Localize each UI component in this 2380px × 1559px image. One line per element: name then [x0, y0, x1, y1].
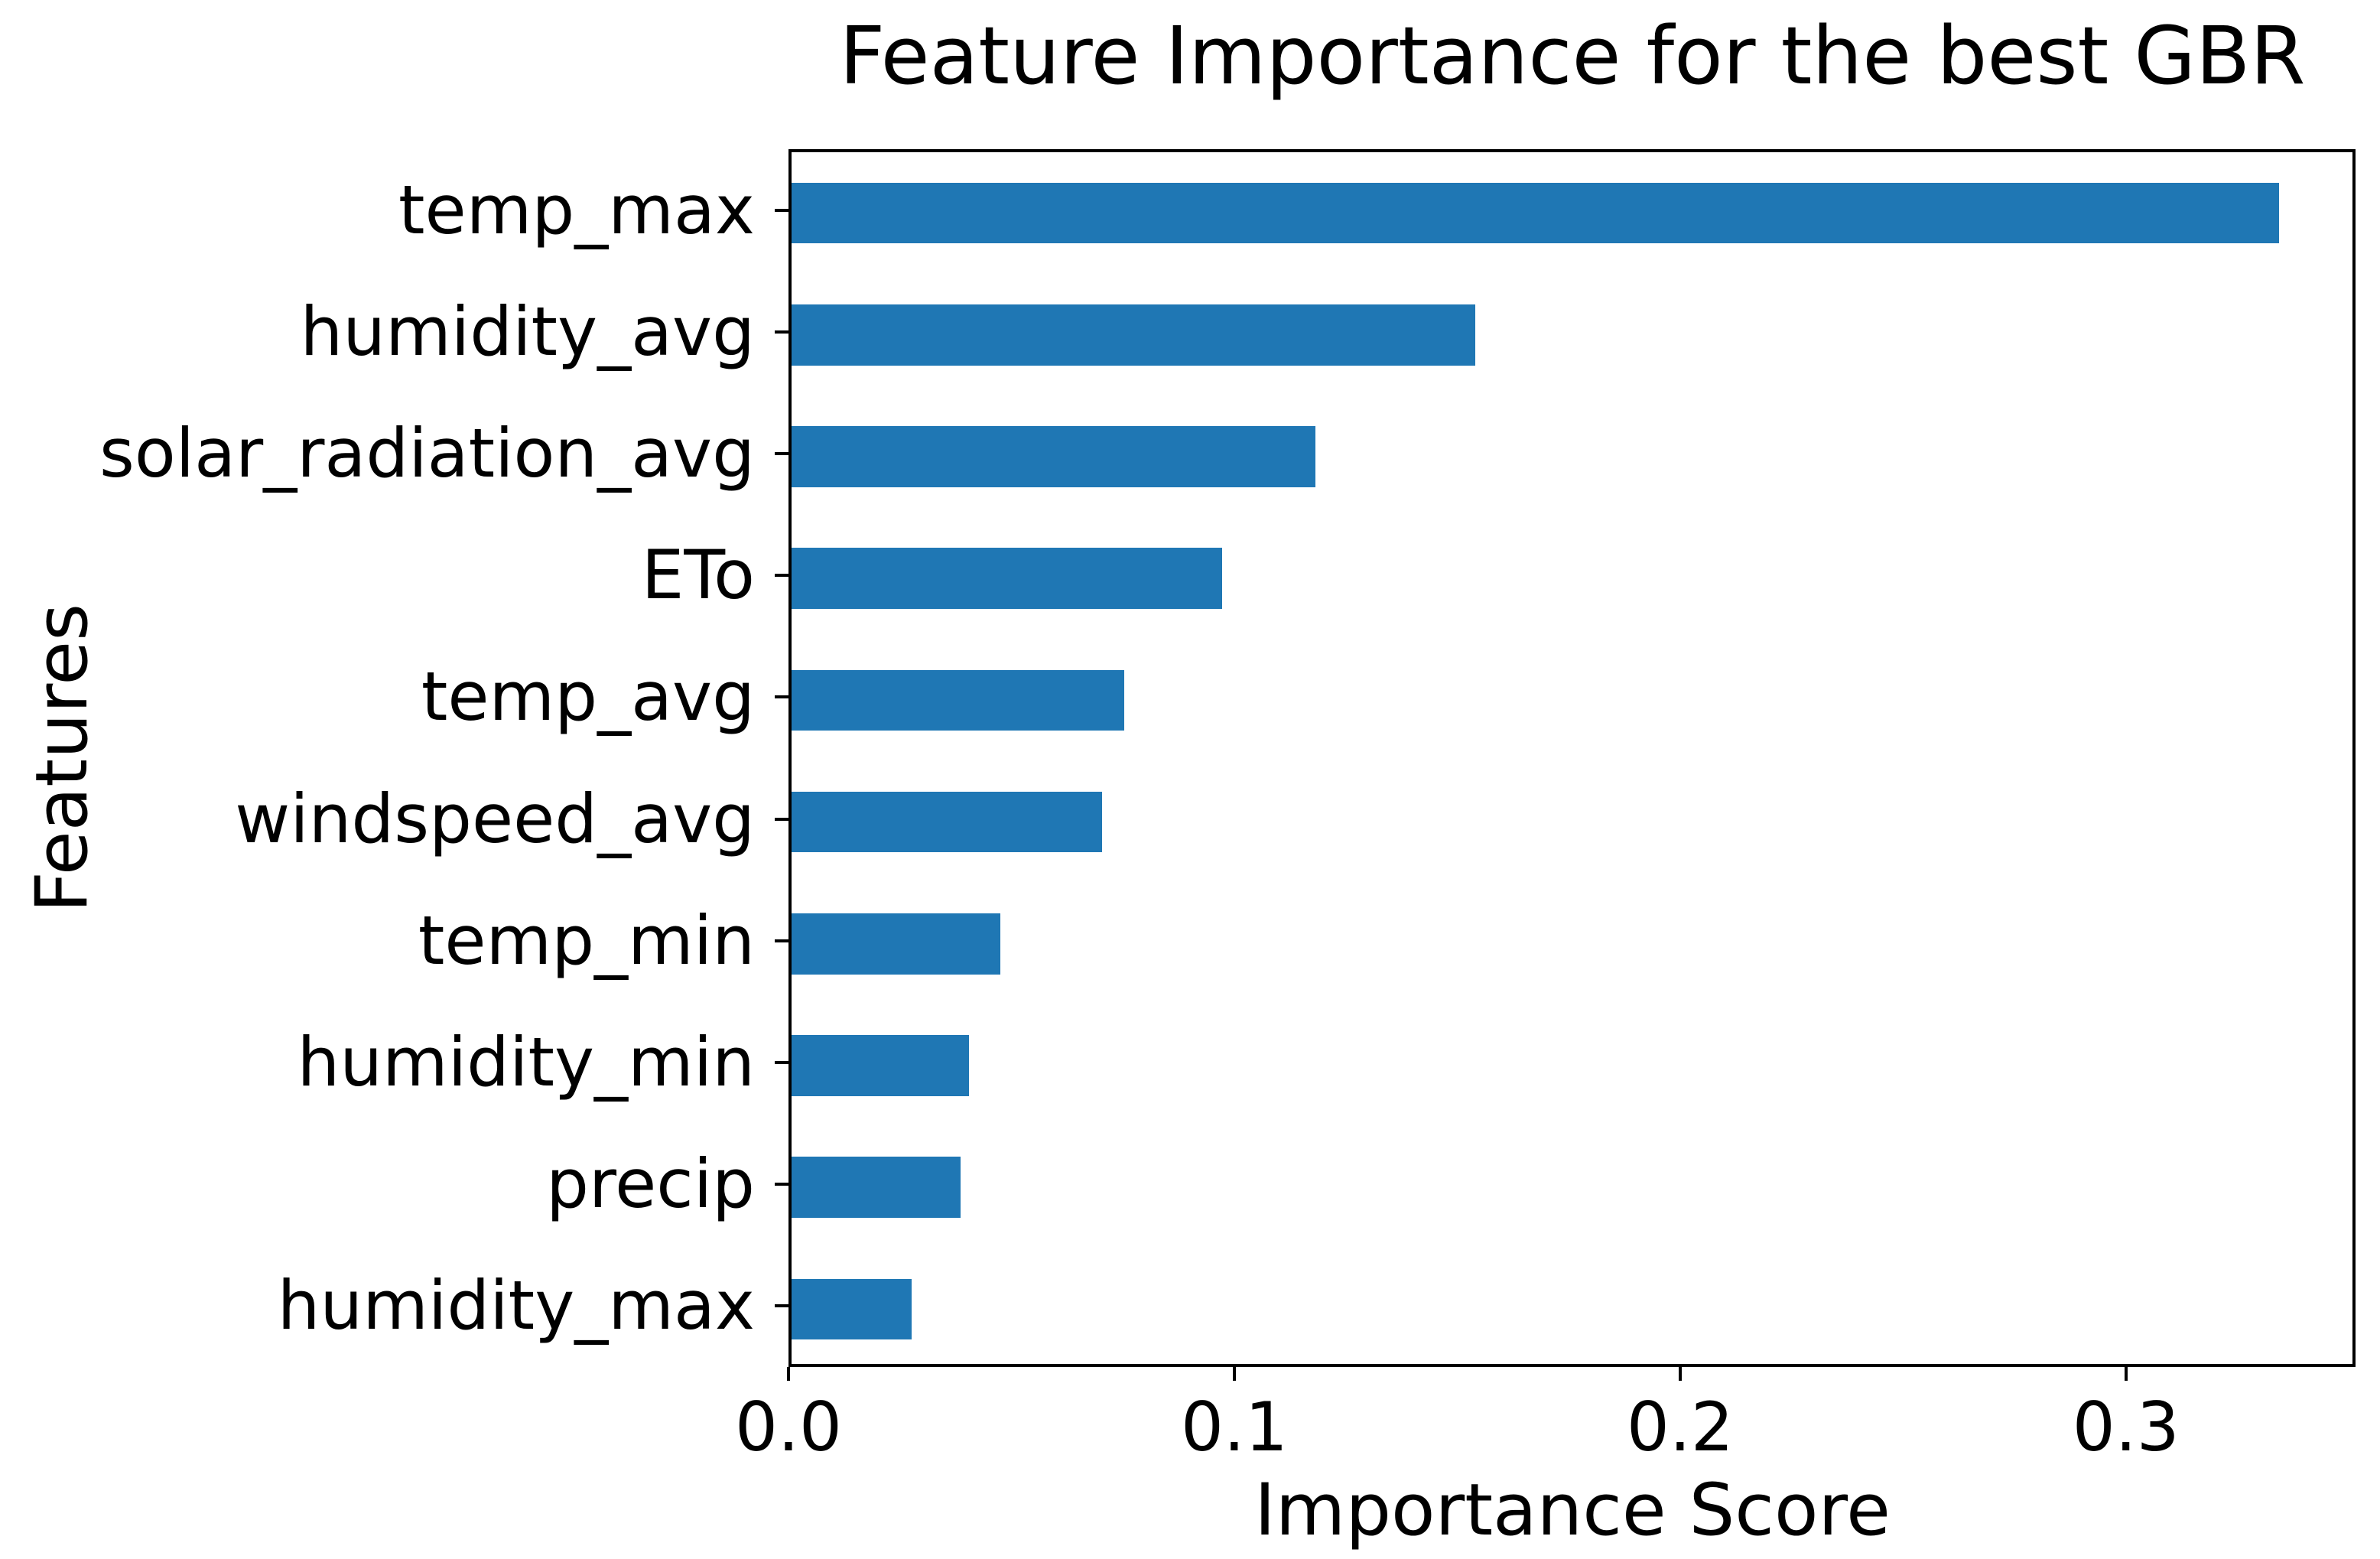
x-tick-mark	[2124, 1367, 2128, 1381]
bar-temp_avg	[792, 669, 1125, 731]
bar-humidity_avg	[792, 304, 1476, 366]
y-tick-mark	[775, 939, 788, 942]
y-tick-label-humidity_max: humidity_max	[277, 1266, 755, 1346]
chart-title: Feature Importance for the best GBR	[839, 9, 2306, 103]
bar-humidity_min	[792, 1035, 970, 1096]
x-tick-mark	[787, 1367, 790, 1381]
y-tick-label-temp_avg: temp_avg	[421, 657, 755, 737]
bar-temp_max	[792, 182, 2280, 244]
x-tick-mark	[1678, 1367, 1682, 1381]
plot-area	[788, 149, 2356, 1367]
y-tick-mark	[775, 1183, 788, 1186]
y-tick-mark	[775, 208, 788, 212]
y-tick-mark	[775, 695, 788, 699]
bar-humidity_max	[792, 1278, 912, 1340]
bar-solar_radiation_avg	[792, 426, 1316, 487]
y-tick-mark	[775, 1061, 788, 1064]
y-tick-label-humidity_min: humidity_min	[297, 1023, 755, 1102]
x-tick-label-0.3: 0.3	[2072, 1388, 2180, 1466]
y-tick-label-humidity_avg: humidity_avg	[300, 291, 755, 371]
x-tick-label-0.1: 0.1	[1180, 1388, 1288, 1466]
x-tick-mark	[1232, 1367, 1236, 1381]
y-tick-mark	[775, 817, 788, 821]
bar-precip	[792, 1157, 961, 1218]
y-tick-mark	[775, 452, 788, 455]
x-axis-label: Importance Score	[1254, 1469, 1891, 1552]
bar-windspeed_avg	[792, 791, 1103, 853]
y-tick-mark	[775, 1304, 788, 1308]
y-tick-label-temp_max: temp_max	[398, 170, 755, 249]
y-tick-label-windspeed_avg: windspeed_avg	[235, 779, 755, 858]
y-tick-label-ETo: ETo	[641, 535, 755, 615]
y-tick-mark	[775, 574, 788, 578]
bar-ETo	[792, 548, 1223, 609]
y-tick-label-temp_min: temp_min	[418, 900, 755, 980]
y-tick-label-solar_radiation_avg: solar_radiation_avg	[99, 414, 755, 493]
x-tick-label-0.0: 0.0	[735, 1388, 842, 1466]
y-tick-labels-container: temp_max humidity_avg solar_radiation_avg E…	[0, 149, 766, 1367]
bar-temp_min	[792, 913, 1000, 975]
y-tick-mark	[775, 330, 788, 334]
y-tick-label-precip: precip	[546, 1144, 755, 1224]
x-tick-label-0.2: 0.2	[1626, 1388, 1734, 1466]
